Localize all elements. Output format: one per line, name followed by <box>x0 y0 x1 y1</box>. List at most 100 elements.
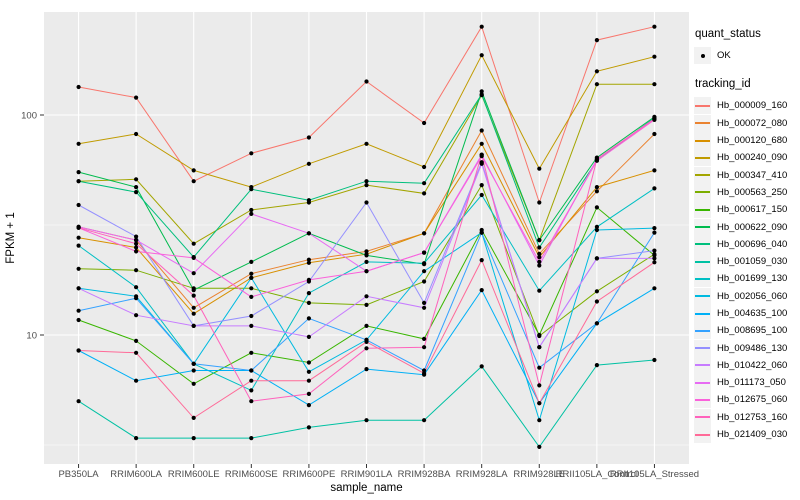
data-point <box>652 248 657 253</box>
data-point <box>191 241 196 246</box>
legend-item-Hb_012753_160: Hb_012753_160 <box>694 408 798 426</box>
data-point <box>537 401 542 406</box>
data-point <box>652 253 657 258</box>
data-point <box>134 350 139 355</box>
data-point <box>422 191 427 196</box>
legend-key-box <box>694 287 711 305</box>
legend-item-Hb_000347_410: Hb_000347_410 <box>694 166 798 184</box>
legend: quant_status OK tracking_id Hb_000009_16… <box>694 28 798 457</box>
data-point <box>537 251 542 256</box>
data-point <box>249 378 254 383</box>
legend-item-Hb_001699_130: Hb_001699_130 <box>694 270 798 288</box>
legend-key-line-icon <box>695 243 710 246</box>
legend-key-box <box>694 408 711 426</box>
data-point <box>249 151 254 156</box>
data-point <box>594 227 600 233</box>
data-point <box>594 157 600 162</box>
data-point <box>479 141 484 146</box>
legend-item-Hb_000617_150: Hb_000617_150 <box>694 201 798 219</box>
data-point <box>191 168 196 173</box>
data-point <box>364 179 369 184</box>
data-point <box>249 271 254 276</box>
legend-item-Hb_000240_090: Hb_000240_090 <box>694 149 798 167</box>
legend-key-line-icon <box>695 433 710 436</box>
data-point <box>422 336 427 341</box>
legend-key-box <box>694 391 711 409</box>
legend-key-line-icon <box>695 226 710 229</box>
legend-item-label: Hb_010422_060 <box>717 359 788 371</box>
data-point <box>422 261 427 266</box>
data-point <box>191 255 196 260</box>
data-point <box>422 164 427 170</box>
data-point <box>249 313 254 319</box>
data-point <box>364 346 369 351</box>
data-point <box>537 418 542 423</box>
data-point <box>537 365 542 370</box>
legend-key-box <box>694 374 711 392</box>
data-point <box>537 444 542 449</box>
data-point <box>364 294 369 299</box>
data-point <box>422 300 427 305</box>
data-point <box>249 399 254 404</box>
legend-item-label: Hb_000072_080 <box>717 117 788 129</box>
data-point <box>191 179 196 184</box>
data-point <box>594 299 600 304</box>
legend-key-box <box>694 270 711 288</box>
legend-item-label: Hb_000120_680 <box>717 135 788 147</box>
legend-key-box <box>694 183 711 201</box>
data-point <box>76 286 81 291</box>
legend-key-line-icon <box>695 364 710 367</box>
x-tick-label: RRIM901LA <box>341 469 393 480</box>
data-point <box>652 357 657 363</box>
legend-item-label: Hb_004635_100 <box>717 308 788 319</box>
data-point <box>594 363 600 368</box>
data-point <box>306 369 311 374</box>
data-point <box>364 339 369 344</box>
data-point <box>191 293 196 298</box>
data-point <box>479 152 484 157</box>
legend-key-line-icon <box>695 139 710 142</box>
data-point <box>76 308 81 313</box>
data-point <box>306 260 311 265</box>
data-point <box>364 79 369 84</box>
data-point <box>191 311 196 316</box>
legend-key-line-icon <box>695 329 710 332</box>
legend-tracking-id: tracking_id Hb_000009_160 Hb_000072_080 Hb… <box>694 78 798 444</box>
data-point <box>249 211 254 216</box>
x-tick-label: RRII105LA_Control <box>556 469 638 480</box>
legend-key-box <box>694 166 711 184</box>
legend-key-box <box>694 339 711 357</box>
data-point <box>364 183 369 188</box>
data-point <box>76 202 81 208</box>
legend-item-label: Hb_008695_100 <box>717 325 788 337</box>
y-tick-label: 10 <box>26 331 37 342</box>
legend-item-Hb_011173_050: Hb_011173_050 <box>694 374 798 392</box>
legend-item-label: Hb_001059_030 <box>717 256 788 268</box>
data-point <box>134 245 139 250</box>
data-point <box>134 296 139 301</box>
data-point <box>134 238 139 243</box>
data-point <box>134 268 139 273</box>
data-point <box>364 253 369 258</box>
data-point <box>422 181 427 186</box>
data-point <box>537 259 542 264</box>
data-point <box>76 179 81 184</box>
legend-item-Hb_000072_080: Hb_000072_080 <box>694 114 798 132</box>
data-point <box>134 285 139 290</box>
data-point <box>306 360 311 365</box>
data-point <box>306 378 311 383</box>
legend-item-Hb_000696_040: Hb_000696_040 <box>694 235 798 253</box>
y-axis-title: FPKM + 1 <box>5 212 17 263</box>
data-point <box>537 255 542 260</box>
data-point <box>479 288 484 293</box>
legend-key-box <box>694 47 711 65</box>
data-point <box>306 277 311 282</box>
data-point <box>594 224 600 229</box>
data-point <box>306 334 311 339</box>
legend-key-line-icon <box>695 347 710 350</box>
data-point <box>479 128 484 133</box>
data-point <box>594 321 600 326</box>
x-tick-label: PB350LA <box>58 469 99 480</box>
legend-key-line-icon <box>695 381 710 384</box>
